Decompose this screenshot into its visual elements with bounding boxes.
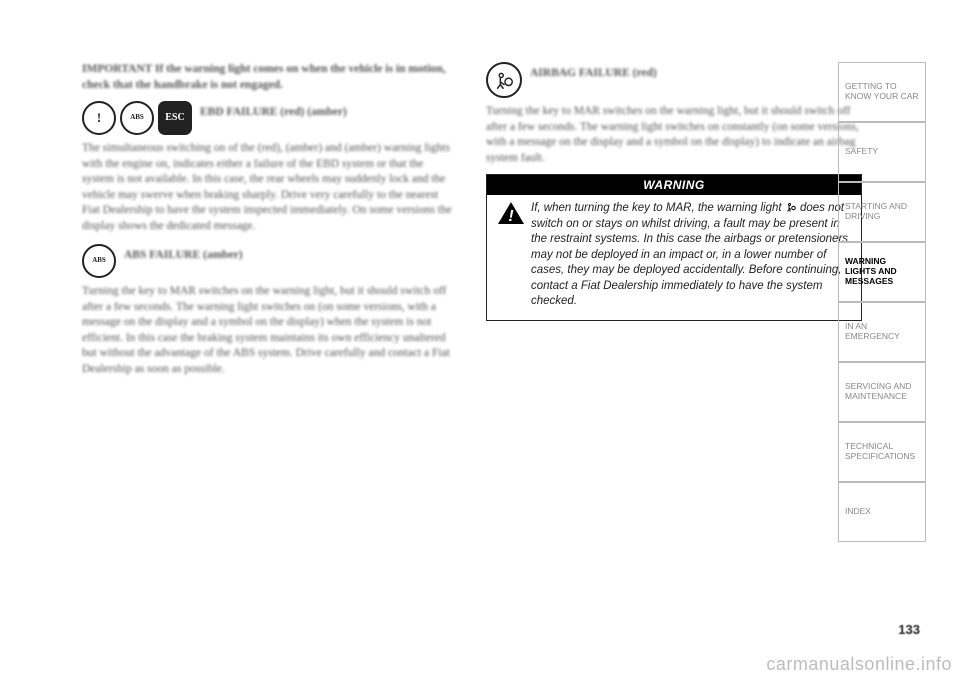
brake-icon: ! — [82, 101, 116, 135]
nav-index[interactable]: INDEX — [838, 482, 926, 542]
chapter-nav: GETTING TO KNOW YOUR CAR SAFETY STARTING… — [838, 62, 926, 542]
svg-text:!: ! — [508, 208, 514, 225]
abs-small-icon: ABS — [120, 101, 154, 135]
ebd-body: The simultaneous switching on of the (re… — [82, 141, 458, 234]
warning-text: If, when turning the key to MAR, the war… — [531, 201, 851, 310]
abs-title: ABS FAILURE (amber) — [124, 244, 243, 264]
left-column: IMPORTANT If the warning light comes on … — [82, 62, 458, 642]
nav-starting-driving[interactable]: STARTING AND DRIVING — [838, 182, 926, 242]
page-content: IMPORTANT If the warning light comes on … — [82, 62, 862, 642]
airbag-icon — [486, 62, 522, 98]
esc-icon: ESC — [158, 101, 192, 135]
ebd-heading: ! ABS ESC EBD FAILURE (red) (amber) — [82, 101, 458, 135]
nav-safety[interactable]: SAFETY — [838, 122, 926, 182]
warning-header: WARNING — [487, 175, 861, 195]
warning-body-1: If, when turning the key to MAR, the war… — [531, 202, 785, 214]
abs-body: Turning the key to MAR switches on the w… — [82, 284, 458, 377]
abs-icons: ABS — [82, 244, 116, 278]
warning-box: WARNING ! If, when turning the key to MA… — [486, 174, 862, 321]
abs-icon: ABS — [82, 244, 116, 278]
nav-getting-to-know[interactable]: GETTING TO KNOW YOUR CAR — [838, 62, 926, 122]
nav-servicing[interactable]: SERVICING AND MAINTENANCE — [838, 362, 926, 422]
nav-emergency[interactable]: IN AN EMERGENCY — [838, 302, 926, 362]
airbag-body: Turning the key to MAR switches on the w… — [486, 104, 862, 166]
warning-body: ! If, when turning the key to MAR, the w… — [487, 195, 861, 320]
abs-heading: ABS ABS FAILURE (amber) — [82, 244, 458, 278]
important-note: IMPORTANT If the warning light comes on … — [82, 62, 458, 93]
nav-technical[interactable]: TECHNICAL SPECIFICATIONS — [838, 422, 926, 482]
ebd-title: EBD FAILURE (red) (amber) — [200, 101, 347, 121]
airbag-heading: AIRBAG FAILURE (red) — [486, 62, 862, 98]
right-column: AIRBAG FAILURE (red) Turning the key to … — [486, 62, 862, 642]
page-number: 133 — [898, 622, 920, 637]
watermark: carmanualsonline.info — [766, 654, 952, 675]
airbag-inline-icon — [785, 202, 797, 214]
warning-body-2: does not switch on or stays on whilst dr… — [531, 202, 848, 307]
warning-triangle-icon: ! — [497, 201, 525, 225]
nav-warning-lights[interactable]: WARNING LIGHTS AND MESSAGES — [838, 242, 926, 302]
airbag-title: AIRBAG FAILURE (red) — [530, 62, 657, 82]
ebd-icons: ! ABS ESC — [82, 101, 192, 135]
